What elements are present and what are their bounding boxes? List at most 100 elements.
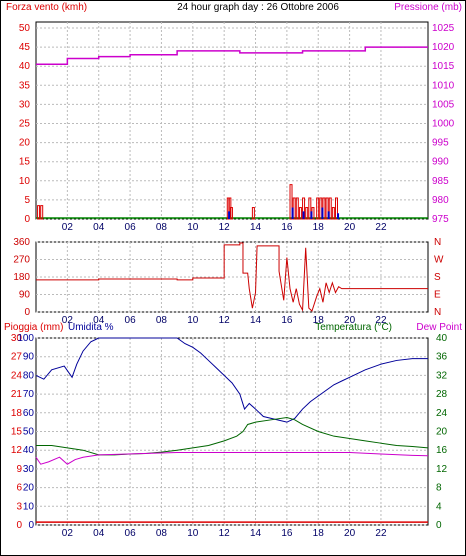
wind-tick-label: 50 [19, 23, 31, 34]
x-tick-label: 06 [125, 315, 137, 326]
pressure-tick-label: 1005 [432, 99, 455, 110]
pressure-tick-label: 985 [432, 176, 449, 187]
x-tick-label: 20 [344, 528, 356, 539]
temperature-tick-label: 36 [436, 352, 448, 363]
x-tick-label: 18 [313, 528, 325, 539]
humidity-tick-label: 70 [23, 389, 35, 400]
humidity-tick-label: 60 [23, 408, 35, 419]
direction-tick-label: 0 [24, 307, 30, 318]
x-tick-label: 04 [93, 222, 105, 233]
rain-tick-label: 3 [16, 501, 22, 512]
x-tick-label: 04 [93, 528, 105, 539]
rain-tick-label: 0 [16, 520, 22, 531]
wind-tick-label: 30 [19, 99, 31, 110]
wind-bar [325, 197, 329, 220]
direction-tick-label: 90 [19, 290, 31, 301]
wind-gust-bar [228, 211, 231, 219]
wind-gust-bar [310, 211, 313, 219]
rain-tick-label: 12 [11, 445, 23, 456]
x-tick-label: 02 [62, 528, 74, 539]
x-tick-label: 18 [313, 315, 325, 326]
x-tick-label: 16 [281, 315, 293, 326]
header-title: 24 hour graph day : 26 Ottobre 2006 [177, 2, 339, 13]
humidity-tick-label: 20 [23, 483, 35, 494]
x-tick-label: 20 [344, 222, 356, 233]
wind-bar [295, 197, 299, 220]
x-tick-label: 10 [187, 222, 199, 233]
pressure-tick-label: 1000 [432, 119, 455, 130]
direction-tick-label: 270 [13, 255, 30, 266]
wind-gust-bar [291, 207, 294, 219]
compass-tick-label: W [434, 255, 444, 266]
pressure-tick-label: 980 [432, 195, 449, 206]
x-tick-label: 18 [313, 222, 325, 233]
wind-gust-bar [337, 213, 340, 219]
wind-pressure-panel [35, 21, 429, 220]
temperature-tick-label: 24 [436, 408, 448, 419]
compass-tick-label: S [434, 272, 441, 283]
rain-tick-label: 24 [11, 370, 23, 381]
compass-tick-label: N [434, 237, 441, 248]
rain-tick-label: 30 [11, 333, 23, 344]
wind-pressure-plot-area [35, 21, 429, 220]
temperature-tick-label: 8 [436, 483, 442, 494]
pressure-tick-label: 990 [432, 157, 449, 168]
humidity-tick-label: 90 [23, 352, 35, 363]
wind-tick-label: 15 [19, 157, 31, 168]
temperature-tick-label: 28 [436, 389, 448, 400]
x-tick-label: 02 [62, 222, 74, 233]
wind-tick-label: 40 [19, 61, 31, 72]
x-tick-label: 22 [375, 528, 387, 539]
wind-bar [229, 207, 233, 220]
x-tick-label: 12 [219, 315, 231, 326]
temperature-tick-label: 16 [436, 445, 448, 456]
wind-bar [289, 184, 293, 220]
wind-bar [316, 197, 320, 220]
x-tick-label: 12 [219, 222, 231, 233]
pressure-line [36, 46, 428, 66]
wind-bar [308, 197, 312, 220]
humidity-tick-label: 50 [23, 427, 35, 438]
x-tick-label: 16 [281, 222, 293, 233]
wind-bar [298, 207, 302, 220]
wind-tick-label: 45 [19, 42, 31, 53]
compass-tick-label: N [434, 307, 441, 318]
x-tick-label: 08 [156, 315, 168, 326]
wind-gust-bar [327, 211, 330, 219]
temp-humidity-panel [35, 337, 429, 526]
pressure-tick-label: 1010 [432, 80, 455, 91]
temperature-label: Temperatura (°C) [315, 322, 392, 333]
pressure-tick-label: 995 [432, 138, 449, 149]
x-tick-label: 20 [344, 315, 356, 326]
wind-direction-panel [35, 241, 429, 313]
rain-tick-label: 9 [16, 464, 22, 475]
x-tick-label: 04 [93, 315, 105, 326]
header-left-label: Forza vento (kmh) [6, 2, 87, 13]
x-tick-label: 02 [62, 315, 74, 326]
temperature-tick-label: 40 [436, 333, 448, 344]
wind-bar [331, 207, 335, 220]
rain-tick-label: 15 [11, 427, 23, 438]
pressure-tick-label: 1015 [432, 61, 455, 72]
wind-bar [40, 205, 44, 220]
rain-tick-label: 21 [11, 389, 23, 400]
humidity-tick-label: 10 [23, 501, 35, 512]
x-tick-label: 14 [250, 528, 262, 539]
x-tick-label: 12 [219, 528, 231, 539]
x-tick-label: 10 [187, 528, 199, 539]
humidity-label: Umidita % [68, 322, 114, 333]
wind-bar [305, 207, 309, 220]
wind-bar [251, 207, 255, 220]
x-tick-label: 06 [125, 222, 137, 233]
temperature-tick-label: 0 [436, 520, 442, 531]
temperature-tick-label: 20 [436, 427, 448, 438]
x-tick-label: 06 [125, 528, 137, 539]
humidity-tick-label: 100 [17, 333, 34, 344]
wind-tick-label: 0 [24, 214, 30, 225]
wind-tick-label: 5 [24, 195, 30, 206]
humidity-tick-label: 80 [23, 370, 35, 381]
x-tick-label: 22 [375, 222, 387, 233]
rain-tick-label: 18 [11, 408, 23, 419]
x-tick-label: 14 [250, 315, 262, 326]
